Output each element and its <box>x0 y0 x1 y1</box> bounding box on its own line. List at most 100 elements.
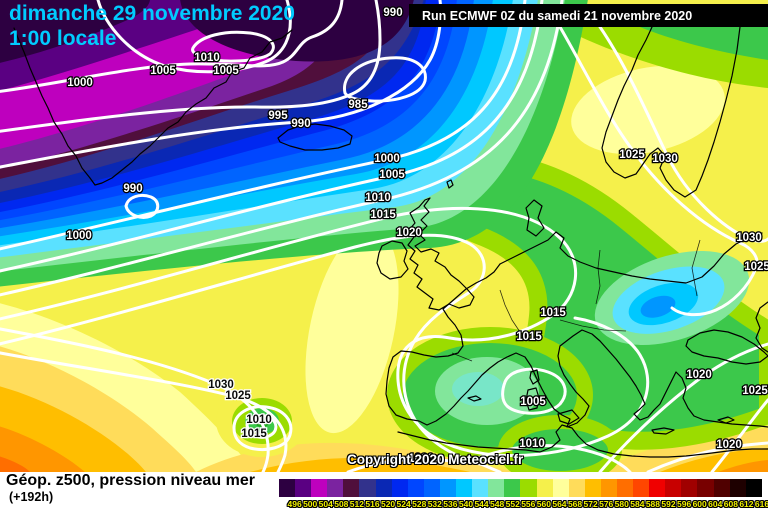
legend-tick: 604 <box>708 499 723 509</box>
coastlines <box>13 26 768 458</box>
model-run-bar: Run ECMWF 0Z du samedi 21 novembre 2020 <box>409 4 768 27</box>
legend-swatch <box>407 479 424 497</box>
legend-tick: 532 <box>427 499 442 509</box>
legend-tick: 512 <box>349 499 364 509</box>
forecast-date: dimanche 29 novembre 2020 <box>9 2 295 25</box>
legend-swatch <box>439 479 457 497</box>
legend-tick: 500 <box>303 499 318 509</box>
legend-swatch <box>713 479 730 497</box>
legend-tick: 588 <box>645 499 661 509</box>
legend-tick: 584 <box>630 499 645 509</box>
pressure-label: 995 <box>268 110 288 122</box>
model-run-label: Run ECMWF 0Z du samedi 21 novembre 2020 <box>422 8 693 23</box>
legend-swatch <box>504 479 521 497</box>
legend-tick: 508 <box>334 499 349 509</box>
pressure-label: 1005 <box>379 169 405 181</box>
legend-tick: 516 <box>365 499 380 509</box>
pressure-label: 1030 <box>208 379 234 391</box>
pressure-label: 1010 <box>194 52 220 64</box>
legend-swatch <box>488 479 505 497</box>
pressure-label: 1005 <box>520 396 546 408</box>
legend-tick: 608 <box>723 499 738 509</box>
legend-tick: 560 <box>536 499 551 509</box>
legend-tick: 548 <box>490 499 505 509</box>
pressure-label: 1020 <box>408 453 434 465</box>
pressure-label: 1000 <box>67 77 93 89</box>
legend-swatch <box>375 479 392 497</box>
pressure-label: 1015 <box>241 428 267 440</box>
pressure-label: 1000 <box>66 230 92 242</box>
legend-tick: 568 <box>567 499 583 509</box>
legend-tick: 592 <box>661 499 676 509</box>
legend-tick: 528 <box>412 499 427 509</box>
pressure-label: 1010 <box>519 438 545 450</box>
pressure-label: 1025 <box>619 149 645 161</box>
pressure-label: 1015 <box>540 307 566 319</box>
legend-swatch <box>681 479 698 497</box>
pressure-label: 1010 <box>365 192 391 204</box>
legend-swatch <box>391 479 408 497</box>
legend-tick: 572 <box>583 499 598 509</box>
legend-swatch <box>600 479 617 497</box>
legend-tick: 600 <box>692 499 707 509</box>
pressure-label: 1030 <box>652 153 678 165</box>
legend-tick: 544 <box>474 499 489 509</box>
legend-swatch <box>552 479 569 497</box>
legend-swatch <box>745 479 762 497</box>
legend-tick: 496 <box>287 499 302 509</box>
pressure-label: 990 <box>383 7 402 19</box>
legend-tick: 520 <box>380 499 396 509</box>
pressure-label: 985 <box>348 99 368 111</box>
pressure-label: 1015 <box>516 331 542 343</box>
pressure-label: 1030 <box>736 232 762 244</box>
pressure-label: 1020 <box>686 369 712 381</box>
legend-tick: 596 <box>677 499 692 509</box>
pressure-label: 990 <box>123 183 142 195</box>
legend-tick: 612 <box>739 499 754 509</box>
legend-swatch <box>568 479 585 497</box>
pressure-label: 1005 <box>150 65 176 77</box>
legend-tick: 576 <box>599 499 614 509</box>
legend-swatch <box>729 479 746 497</box>
legend-swatch <box>665 479 682 497</box>
legend-tick: 504 <box>318 499 333 509</box>
weather-map: 1000100510101005995990985990100010001005… <box>0 0 768 472</box>
pressure-label: 1025 <box>742 385 768 397</box>
legend-tick: 564 <box>552 499 567 509</box>
forecast-datetime: dimanche 29 novembre 2020 1:00 locale <box>9 1 295 51</box>
legend-swatch <box>343 479 360 497</box>
pressure-label: 1000 <box>374 153 400 165</box>
legend-swatch <box>520 479 537 497</box>
pressure-labels-light: 1000100510101005995990985990100010001005… <box>65 6 768 467</box>
map-title: Géop. z500, pression niveau mer <box>6 472 255 489</box>
legend-swatch <box>311 479 328 497</box>
legend-swatch <box>649 479 666 497</box>
legend-tick: 552 <box>505 499 520 509</box>
legend-tick: 540 <box>458 499 474 509</box>
legend-swatch <box>359 479 376 497</box>
copyright-label: Copyright 2020 Meteociel.fr <box>347 452 524 467</box>
legend-color-scale <box>279 479 762 497</box>
pressure-label: 990 <box>291 118 310 130</box>
legend-swatch <box>327 479 344 497</box>
legend-tick: 536 <box>443 499 458 509</box>
pressure-label: 1025 <box>744 261 768 273</box>
legend-tick: 556 <box>521 499 536 509</box>
forecast-time: 1:00 locale <box>9 27 117 50</box>
pressure-label: 1010 <box>246 414 272 426</box>
legend-swatch <box>472 479 489 497</box>
legend-swatch <box>616 479 634 497</box>
pressure-label: 1025 <box>225 390 251 402</box>
legend-swatch <box>423 479 440 497</box>
legend-tick-labels: 496 500 504 508 512 516 520 524 528 532 536 540 544 5… <box>279 499 768 510</box>
legend-swatch <box>584 479 601 497</box>
legend-swatch <box>633 479 650 497</box>
legend-tick: 580 <box>614 499 629 509</box>
legend-swatch <box>456 479 473 497</box>
pressure-label: 1020 <box>396 227 422 239</box>
legend-tick: 524 <box>396 499 411 509</box>
legend-swatch <box>536 479 553 497</box>
pressure-label: 1015 <box>370 209 396 221</box>
